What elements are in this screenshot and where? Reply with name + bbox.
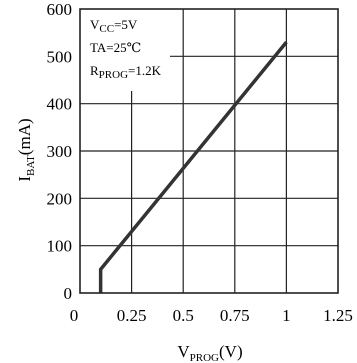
- y-tick-label: 300: [47, 142, 73, 161]
- x-axis-label: VPROG(V): [177, 342, 242, 363]
- plot-frame: [79, 8, 339, 294]
- grid: [80, 9, 338, 293]
- annotation-ta: TA=25℃: [90, 40, 141, 55]
- annotations: VCC=5V TA=25℃ RPROG=1.2K: [90, 17, 162, 81]
- y-tick-label: 500: [47, 47, 73, 66]
- annotation-rprog: RPROG=1.2K: [90, 63, 162, 81]
- y-tick-label: 100: [47, 237, 73, 256]
- tick-labels: 0 0.25 0.5 0.75 1 1.25 0 100 200 300 400 500 600: [47, 0, 353, 325]
- y-tick-label: 600: [47, 0, 73, 19]
- y-tick-label: 0: [64, 284, 73, 303]
- x-tick-label: 0.75: [220, 306, 250, 325]
- annotation-box: [80, 9, 170, 91]
- series-line: [98, 41, 288, 293]
- y-axis-label: IBAT(mA): [15, 118, 37, 181]
- x-tick-label: 1: [282, 306, 291, 325]
- x-tick-label: 0: [70, 306, 79, 325]
- y-tick-label: 200: [47, 189, 73, 208]
- series-layer: [98, 41, 288, 293]
- x-tick-label: 1.25: [323, 306, 353, 325]
- x-tick-label: 0.5: [173, 306, 194, 325]
- x-tick-label: 0.25: [117, 306, 147, 325]
- y-tick-label: 400: [47, 95, 73, 114]
- annotation-vcc: VCC=5V: [90, 17, 138, 35]
